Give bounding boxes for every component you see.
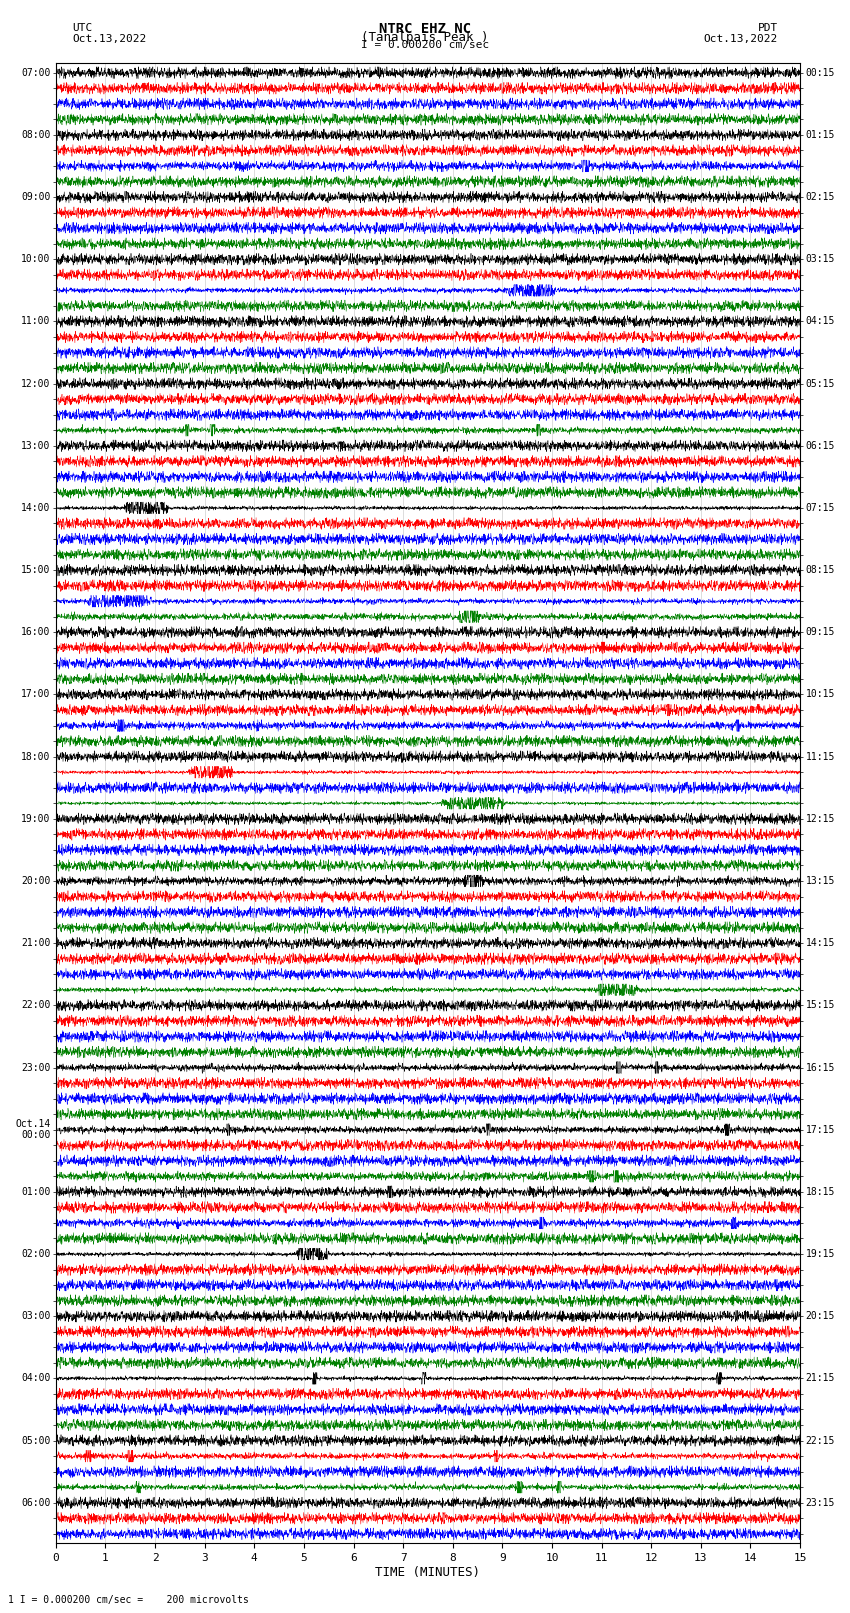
Text: (Tanalpais Peak ): (Tanalpais Peak ) [361, 31, 489, 44]
Text: I = 0.000200 cm/sec: I = 0.000200 cm/sec [361, 39, 489, 50]
Text: NTRC EHZ NC: NTRC EHZ NC [379, 23, 471, 35]
Text: PDT
Oct.13,2022: PDT Oct.13,2022 [704, 23, 778, 44]
Text: 1 I = 0.000200 cm/sec =    200 microvolts: 1 I = 0.000200 cm/sec = 200 microvolts [8, 1595, 249, 1605]
X-axis label: TIME (MINUTES): TIME (MINUTES) [376, 1566, 480, 1579]
Text: UTC
Oct.13,2022: UTC Oct.13,2022 [72, 23, 146, 44]
